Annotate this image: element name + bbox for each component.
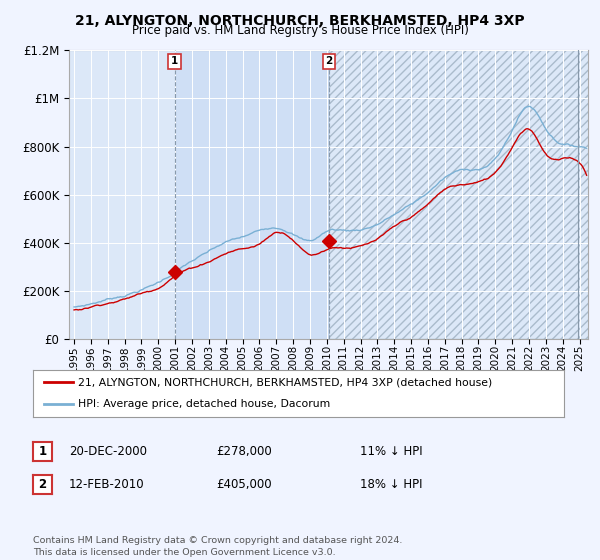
Text: 20-DEC-2000: 20-DEC-2000 [69, 445, 147, 459]
Text: 2: 2 [325, 56, 332, 66]
Text: 1: 1 [171, 56, 178, 66]
Text: Contains HM Land Registry data © Crown copyright and database right 2024.
This d: Contains HM Land Registry data © Crown c… [33, 536, 403, 557]
Text: HPI: Average price, detached house, Dacorum: HPI: Average price, detached house, Daco… [78, 399, 331, 409]
Text: 21, ALYNGTON, NORTHCHURCH, BERKHAMSTED, HP4 3XP: 21, ALYNGTON, NORTHCHURCH, BERKHAMSTED, … [75, 14, 525, 28]
Text: Price paid vs. HM Land Registry's House Price Index (HPI): Price paid vs. HM Land Registry's House … [131, 24, 469, 37]
Text: £278,000: £278,000 [216, 445, 272, 459]
Bar [329, 50, 596, 339]
Bar [175, 50, 329, 339]
Text: 21, ALYNGTON, NORTHCHURCH, BERKHAMSTED, HP4 3XP (detached house): 21, ALYNGTON, NORTHCHURCH, BERKHAMSTED, … [78, 377, 493, 388]
Text: 18% ↓ HPI: 18% ↓ HPI [360, 478, 422, 491]
Text: £405,000: £405,000 [216, 478, 272, 491]
Text: 2: 2 [38, 478, 47, 491]
Text: 1: 1 [38, 445, 47, 459]
Text: 11% ↓ HPI: 11% ↓ HPI [360, 445, 422, 459]
Text: 12-FEB-2010: 12-FEB-2010 [69, 478, 145, 491]
